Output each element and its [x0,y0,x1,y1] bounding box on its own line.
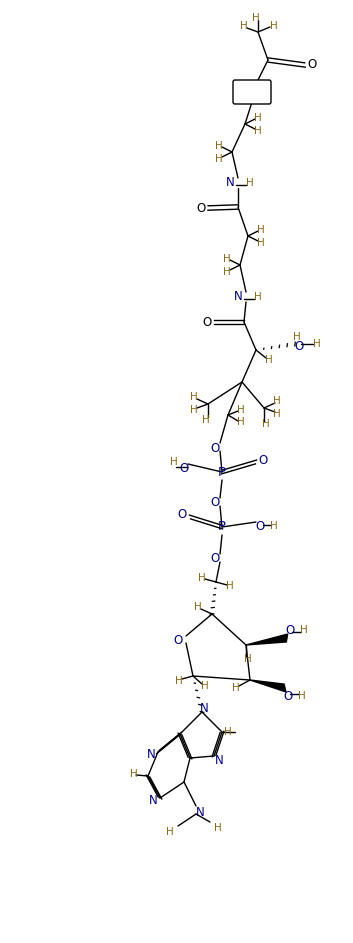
Text: P: P [218,521,226,534]
Text: H: H [194,602,202,612]
Text: H: H [237,417,245,427]
Text: H: H [273,396,281,406]
Text: H: H [293,332,301,342]
Text: N: N [215,753,223,767]
Text: H: H [240,21,248,31]
Text: H: H [273,409,281,419]
Text: H: H [270,21,278,31]
Text: H: H [262,419,270,429]
Text: H: H [226,581,234,591]
Text: H: H [300,625,308,635]
Text: N: N [149,793,157,806]
Text: H: H [254,292,262,302]
Text: O: O [210,553,220,566]
Text: H: H [202,415,210,425]
Text: H: H [298,691,306,701]
Text: H: H [254,126,262,136]
Text: H: H [198,573,206,583]
Text: H: H [130,769,138,779]
Text: H: H [257,225,265,235]
Text: O: O [179,462,189,475]
Polygon shape [246,634,288,645]
Text: H: H [201,681,209,691]
Text: O: O [285,623,295,637]
Text: H: H [170,457,178,467]
FancyBboxPatch shape [233,80,271,104]
Text: Abs: Abs [241,86,263,98]
Text: P: P [218,466,226,478]
Text: H: H [270,521,278,531]
Text: H: H [246,178,254,188]
Text: H: H [252,13,260,23]
Text: H: H [237,405,245,415]
Text: H: H [215,141,223,151]
Text: N: N [226,176,234,190]
Text: H: H [175,676,183,686]
Text: H: H [224,727,232,737]
Text: O: O [202,316,212,328]
Text: H: H [223,267,231,277]
Text: H: H [254,113,262,123]
Text: N: N [146,748,155,760]
Text: N: N [200,702,208,715]
Text: N: N [196,805,204,819]
Text: H: H [190,392,198,402]
Text: H: H [313,339,321,349]
Text: H: H [214,823,222,833]
Text: O: O [258,454,268,467]
Text: H: H [265,355,273,365]
Text: O: O [173,634,183,647]
Text: O: O [210,441,220,455]
Text: O: O [196,202,206,214]
Text: O: O [210,497,220,509]
Text: H: H [244,654,252,664]
Text: N: N [234,290,243,304]
Text: H: H [215,154,223,164]
Text: H: H [190,405,198,415]
Text: O: O [177,508,187,521]
Text: O: O [294,340,304,354]
Text: H: H [257,238,265,248]
Text: O: O [255,520,265,533]
Text: O: O [283,689,293,703]
Text: H: H [166,827,174,837]
Text: H: H [223,254,231,264]
Polygon shape [250,680,286,692]
Text: O: O [307,58,317,72]
Text: H: H [232,683,240,693]
